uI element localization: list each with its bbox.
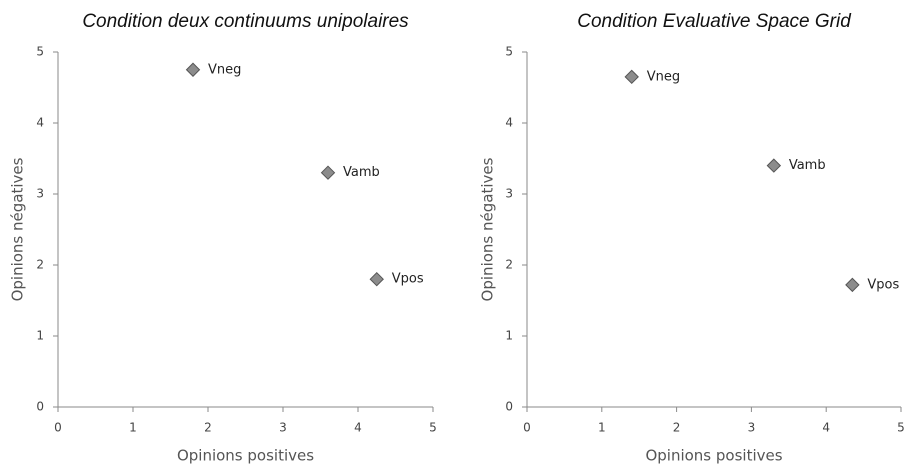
y-tick-label: 4	[505, 116, 513, 130]
point-label: Vpos	[392, 272, 424, 287]
y-tick-label: 2	[36, 258, 44, 272]
y-tick-label: 4	[36, 116, 44, 130]
x-tick-label: 3	[279, 421, 287, 435]
chart-title: Condition deux continuums unipolaires	[82, 11, 409, 32]
y-axis-label: Opinions négatives	[9, 157, 27, 301]
x-tick-label: 4	[822, 421, 830, 435]
point-label: Vamb	[343, 165, 380, 180]
y-tick-label: 5	[36, 45, 44, 59]
x-tick-label: 5	[429, 421, 437, 435]
x-tick-label: 1	[598, 421, 606, 435]
point	[369, 271, 384, 287]
y-tick-label: 0	[505, 400, 513, 414]
x-tick-label: 4	[354, 421, 362, 435]
x-tick-label: 5	[897, 421, 905, 435]
point-label: Vamb	[789, 158, 826, 173]
point	[766, 158, 782, 173]
y-tick-label: 1	[505, 329, 513, 343]
x-tick-label: 0	[523, 421, 531, 435]
point-label: Vneg	[647, 69, 680, 84]
point-label: Vneg	[208, 62, 241, 77]
x-tick-label: 2	[673, 421, 681, 435]
point	[845, 277, 860, 293]
x-tick-label: 2	[204, 421, 212, 435]
point	[624, 69, 639, 85]
chart-title: Condition Evaluative Space Grid	[577, 11, 852, 32]
y-tick-label: 3	[505, 187, 513, 201]
point	[320, 165, 336, 180]
y-tick-label: 0	[36, 400, 44, 414]
point-label: Vpos	[867, 277, 899, 292]
y-tick-label: 1	[36, 329, 44, 343]
x-axis-label: Opinions positives	[645, 447, 782, 465]
x-tick-label: 0	[54, 421, 62, 435]
y-tick-label: 2	[505, 258, 513, 272]
point	[185, 62, 201, 77]
x-tick-label: 1	[129, 421, 137, 435]
x-axis-label: Opinions positives	[177, 447, 314, 465]
y-tick-label: 5	[505, 45, 513, 59]
y-axis-label: Opinions négatives	[479, 157, 497, 301]
y-tick-label: 3	[36, 187, 44, 201]
x-tick-label: 3	[748, 421, 756, 435]
